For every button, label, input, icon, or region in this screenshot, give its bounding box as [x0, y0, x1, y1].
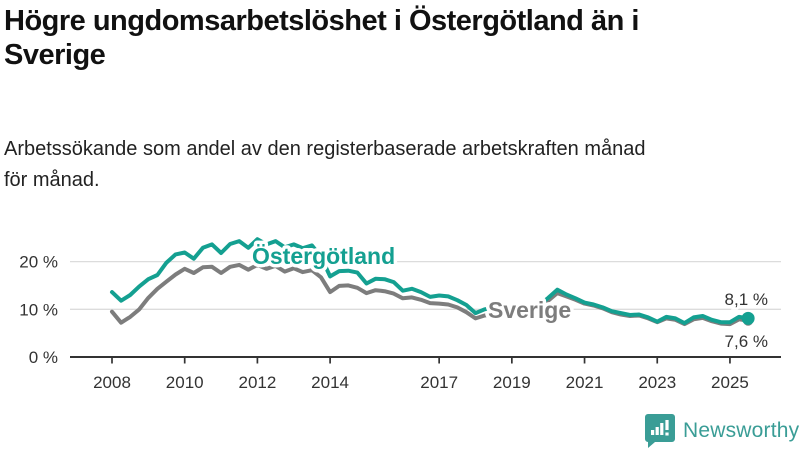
- subtitle-line-1: Arbetssökande som andel av den registerb…: [4, 138, 646, 160]
- y-tick-label: 10 %: [19, 300, 58, 319]
- x-tick-label: 2025: [711, 373, 749, 392]
- brand-name: Newsworthy: [683, 418, 800, 442]
- end-value-label-östergötland: 8,1 %: [725, 290, 768, 309]
- x-tick-label: 2023: [638, 373, 676, 392]
- x-tick-label: 2010: [166, 373, 204, 392]
- page-title: Högre ungdomsarbetslöshet i Östergötland…: [4, 4, 639, 72]
- x-tick-label: 2012: [238, 373, 276, 392]
- bar-chart-speech-bubble-icon: [645, 414, 675, 448]
- x-tick-label: 2008: [93, 373, 131, 392]
- subtitle-line-2: för månad.: [4, 169, 100, 191]
- title-line-1: Högre ungdomsarbetslöshet i Östergötland…: [4, 5, 639, 37]
- series-line-östergötland: [110, 237, 751, 326]
- newsworthy-logo: Newsworthy: [645, 413, 799, 448]
- x-tick-label: 2019: [493, 373, 531, 392]
- x-tick-label: 2021: [566, 373, 604, 392]
- y-tick-label: 0 %: [29, 348, 58, 367]
- series-endpoint-östergötland: [741, 311, 755, 325]
- series-label-sverige: Sverige: [488, 297, 571, 323]
- y-tick-label: 20 %: [19, 253, 58, 272]
- end-value-label-sverige: 7,6 %: [725, 332, 768, 351]
- series-label-östergötland: Östergötland: [252, 243, 395, 269]
- title-line-2: Sverige: [4, 39, 106, 71]
- chart-subtitle: Arbetssökande som andel av den registerb…: [4, 134, 646, 196]
- x-tick-label: 2017: [420, 373, 458, 392]
- series-line-sverige: [110, 262, 751, 327]
- x-tick-label: 2014: [311, 373, 349, 392]
